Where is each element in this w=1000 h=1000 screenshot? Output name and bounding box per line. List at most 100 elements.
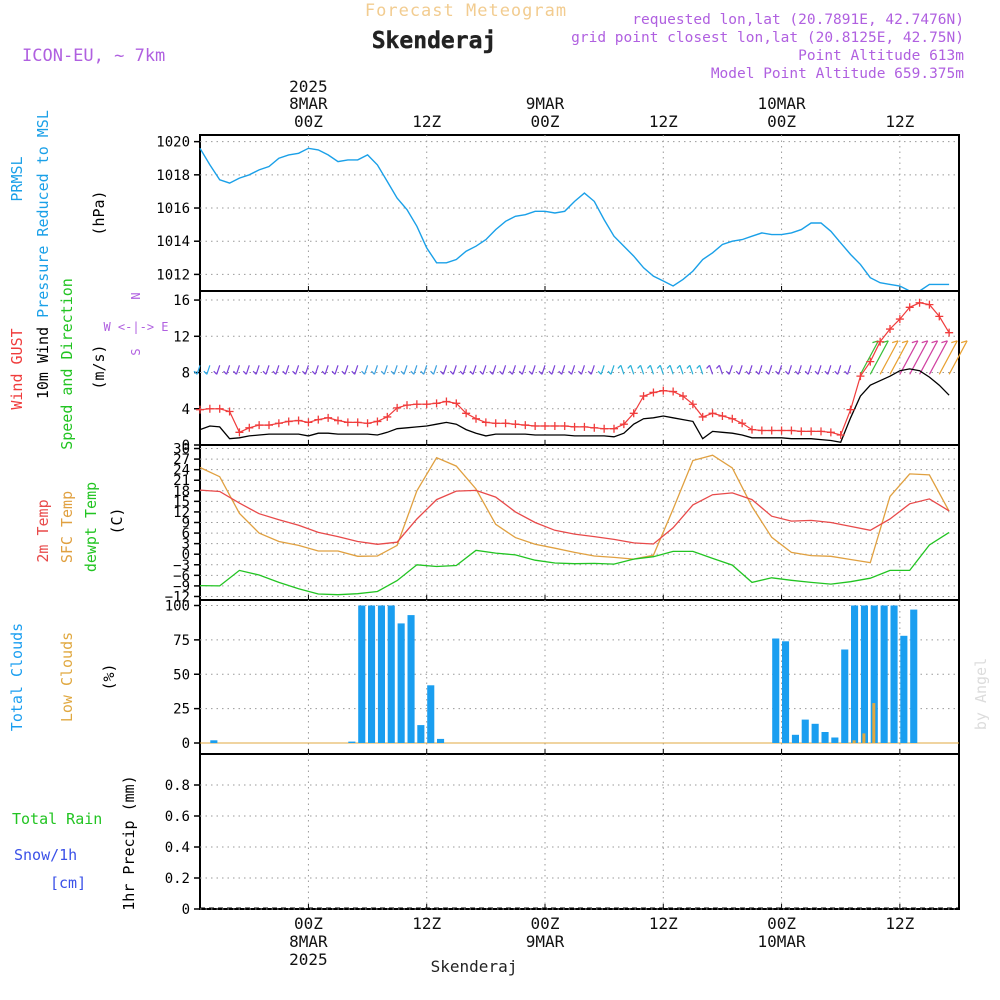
y-tick-label: 27 (173, 452, 190, 468)
wind-gust-marker (886, 325, 894, 334)
temp-sfc-label: SFC Temp (58, 491, 76, 563)
wind-direction-arrow (442, 365, 447, 375)
wind-gust-marker (383, 412, 392, 421)
wind-gust-marker (324, 413, 333, 422)
wind-gust-marker (895, 315, 904, 324)
wind-direction-arrow-head (666, 364, 671, 369)
wind-direction-arrow-head (301, 370, 306, 375)
y-tick-label: −3 (173, 558, 190, 574)
bottom-date-label: 10MAR (757, 932, 806, 951)
wind-direction-arrow (304, 365, 309, 375)
wind-direction-arrow (758, 365, 763, 375)
y-tick-label: 21 (173, 473, 190, 489)
wind-direction-arrow-head (223, 370, 228, 375)
top-hour-label: 12Z (885, 112, 914, 131)
wind-direction-arrow-head (479, 370, 484, 375)
wind-direction-arrow (620, 365, 625, 375)
wind-gust-marker (797, 427, 806, 436)
bottom-hour-label: 12Z (412, 914, 441, 933)
wind-direction-arrow (551, 365, 556, 375)
wind-direction-arrow-head (765, 370, 770, 375)
total-cloud-bar (358, 605, 366, 743)
y-tick-label: −9 (173, 579, 190, 595)
wind-gust-marker (491, 419, 500, 428)
wind-direction-arrow-head (637, 364, 642, 369)
y-tick-label: 1014 (156, 234, 190, 250)
wind-gust-marker (777, 426, 786, 435)
wind-direction-arrow-head (548, 370, 553, 375)
wind-direction-arrow-head (941, 340, 948, 344)
pressure-label-short: PRMSL (8, 156, 26, 201)
wind-gust-marker (294, 416, 303, 425)
top-hour-label: 00Z (767, 112, 796, 131)
compass-west-east: W <-|-> E (103, 320, 168, 334)
total-cloud-bar (841, 649, 849, 743)
total-cloud-bar (377, 605, 385, 743)
wind-direction-arrow (482, 365, 487, 375)
wind-direction-arrow-head (282, 370, 287, 375)
wind-direction-arrow-head (361, 370, 366, 375)
wind-direction-arrow (738, 365, 743, 375)
wind-direction-arrow-head (420, 370, 425, 375)
wind-panel: 0 4 8 12 16 Wind GUST 10m Wind Speed and Direct… (8, 278, 968, 454)
wind-direction-arrow-head (331, 370, 336, 375)
wind-direction-arrow (728, 365, 733, 375)
wind-direction-arrow-head (577, 370, 582, 375)
wind-direction-arrow (285, 365, 290, 375)
wind-direction-arrow (561, 365, 566, 375)
wind-direction-arrow (334, 365, 339, 375)
wind-gust-marker (412, 400, 421, 409)
wind-direction-arrow (928, 340, 948, 375)
total-cloud-bar (801, 719, 809, 743)
y-tick-label: 3 (182, 537, 190, 553)
wind-gust-marker (688, 400, 697, 409)
wind-gust-marker (393, 403, 402, 412)
wind-direction-arrow (511, 365, 516, 375)
y-tick-label: −6 (173, 568, 190, 584)
wind-gust-marker (550, 421, 559, 430)
wind-unit: (m/s) (90, 344, 108, 389)
wind-direction-arrow (859, 340, 879, 375)
top-hour-label: 12Z (649, 112, 678, 131)
top-hour-label: 00Z (294, 112, 323, 131)
wind-gust-marker (314, 415, 323, 424)
y-tick-label: 0 (182, 902, 190, 918)
wind-direction-arrow (689, 365, 694, 375)
wind-gust-marker (649, 388, 658, 397)
wind-direction-arrow (196, 365, 201, 375)
wind-gust-marker (531, 421, 540, 430)
wind-direction-arrow-head (627, 364, 632, 369)
wind-gust-marker (205, 404, 214, 413)
y-tick-label: 50 (173, 667, 190, 683)
wind-gust-marker (334, 416, 342, 425)
wind-direction-arrow (571, 365, 576, 375)
wind-direction-arrow (748, 365, 753, 375)
clouds-panel: 0 25 50 75 100 Total Clouds Low Clouds (%) (8, 599, 960, 755)
wind-gust-marker (373, 417, 382, 426)
y-tick-label: 6 (182, 526, 190, 542)
wind-direction-arrow (718, 365, 723, 375)
total-cloud-bar (437, 738, 445, 743)
wind-direction-arrow (344, 365, 349, 375)
wind-direction-arrow-head (784, 370, 789, 375)
wind-direction-arrow (580, 365, 585, 375)
low-cloud-bar (852, 740, 856, 744)
wind-direction-arrow (324, 365, 329, 375)
wind-direction-arrow (909, 340, 929, 375)
panel-frame (199, 134, 960, 292)
wind-direction-arrow-head (518, 370, 523, 375)
wind-gust-marker (541, 421, 549, 430)
total-cloud-bar (397, 623, 405, 743)
panel-frame (199, 753, 960, 910)
wind-direction-arrow-head (745, 370, 750, 375)
wind-speed-direction-label: Speed and Direction (58, 278, 76, 450)
wind-direction-arrow (797, 365, 802, 375)
bottom-hour-label: 00Z (531, 914, 560, 933)
total-cloud-bar (860, 605, 868, 743)
wind-gust-marker (669, 387, 678, 396)
wind-direction-arrow-head (568, 370, 573, 375)
